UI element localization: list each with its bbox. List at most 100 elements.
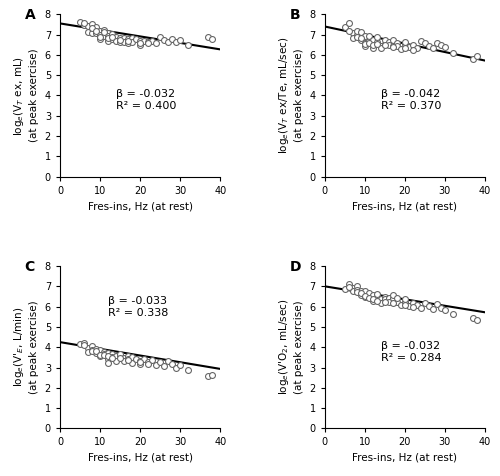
Point (156, 33, 164, 40)
Point (360, 291, 368, 298)
Point (136, 41, 144, 49)
Point (421, 39, 429, 47)
Point (473, 52, 481, 60)
Point (348, 34, 356, 41)
Point (409, 46, 417, 54)
Point (409, 41, 417, 49)
Point (96, 27, 104, 34)
Point (368, 40, 376, 48)
Point (88, 25, 96, 32)
Point (340, 286, 348, 293)
Point (405, 302, 413, 309)
Point (352, 288, 360, 296)
Point (397, 45, 405, 53)
Point (356, 289, 364, 297)
Point (393, 298, 401, 305)
Point (152, 39, 160, 47)
Point (124, 353, 132, 360)
Point (389, 36, 397, 43)
Point (124, 35, 132, 42)
Point (104, 349, 112, 357)
Point (409, 303, 417, 310)
Point (112, 353, 120, 360)
Point (116, 353, 124, 360)
Point (124, 356, 132, 363)
Point (364, 295, 372, 302)
Point (120, 38, 128, 46)
Point (116, 355, 124, 362)
Point (348, 288, 356, 295)
Point (124, 357, 132, 364)
Point (381, 294, 389, 301)
Point (385, 38, 393, 46)
Point (128, 38, 136, 46)
Point (104, 34, 112, 41)
Point (368, 36, 376, 43)
Point (84, 345, 92, 352)
Point (397, 301, 405, 308)
Point (100, 348, 108, 356)
Y-axis label: log$_e$(V'O$_2$, mL/sec)
(at peak exercise): log$_e$(V'O$_2$, mL/sec) (at peak exerci… (276, 299, 304, 396)
Point (437, 41, 445, 49)
Point (96, 347, 104, 354)
Point (360, 32, 368, 40)
Point (385, 295, 393, 302)
Point (372, 294, 380, 301)
Point (92, 349, 100, 357)
Point (344, 284, 352, 291)
Point (433, 300, 441, 307)
Point (360, 293, 368, 300)
Point (176, 362, 184, 369)
Point (168, 361, 176, 368)
Point (401, 301, 409, 308)
Point (112, 357, 120, 365)
Point (360, 40, 368, 48)
Point (104, 356, 112, 363)
Point (377, 44, 385, 51)
Point (84, 28, 92, 35)
Point (401, 38, 409, 46)
Point (389, 299, 397, 307)
Point (108, 35, 116, 42)
Text: β = -0.042
R² = 0.370: β = -0.042 R² = 0.370 (381, 89, 441, 111)
Point (128, 360, 136, 367)
Point (360, 39, 368, 47)
Point (96, 35, 104, 42)
Point (356, 288, 364, 295)
Point (124, 37, 132, 44)
Y-axis label: log$_e$(V$_T$ ex/Te, mL/sec)
(at peak exercise): log$_e$(V$_T$ ex/Te, mL/sec) (at peak ex… (276, 37, 304, 154)
Point (88, 347, 96, 354)
Point (88, 347, 96, 355)
Point (160, 363, 168, 370)
Text: C: C (24, 259, 35, 274)
Point (372, 297, 380, 304)
Point (92, 27, 100, 34)
Point (393, 39, 401, 47)
Point (172, 38, 180, 46)
Point (184, 366, 192, 373)
Point (148, 37, 156, 44)
Point (152, 362, 160, 369)
Point (96, 348, 104, 356)
Point (360, 42, 368, 50)
Point (352, 287, 360, 294)
Point (100, 351, 108, 359)
X-axis label: Fres-ins, Hz (at rest): Fres-ins, Hz (at rest) (88, 201, 192, 211)
Point (352, 31, 360, 39)
Point (449, 49, 457, 57)
X-axis label: Fres-ins, Hz (at rest): Fres-ins, Hz (at rest) (352, 201, 458, 211)
Y-axis label: log$_e$(V$_T$ ex, mL)
(at peak exercise): log$_e$(V$_T$ ex, mL) (at peak exercise) (12, 49, 39, 142)
Point (368, 292, 376, 299)
Point (104, 37, 112, 44)
Point (80, 20, 88, 27)
X-axis label: Fres-ins, Hz (at rest): Fres-ins, Hz (at rest) (88, 453, 192, 463)
Point (136, 361, 144, 368)
Point (368, 44, 376, 51)
Point (413, 301, 421, 308)
Point (441, 43, 449, 50)
Point (401, 296, 409, 303)
Point (204, 33, 212, 40)
Point (348, 29, 356, 36)
Point (385, 41, 393, 49)
Point (96, 33, 104, 40)
